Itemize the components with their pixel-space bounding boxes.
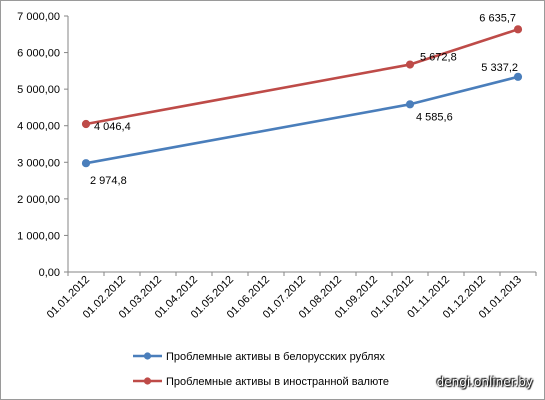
series-line — [85, 28, 519, 126]
legend-entry: Проблемные активы в иностранной валюте — [166, 376, 389, 388]
legend-marker — [143, 352, 152, 360]
series-line — [85, 75, 519, 165]
x-axis-ticks: 01.01.201201.02.201201.03.201201.04.2012… — [45, 272, 537, 321]
chart-axes — [67, 16, 536, 273]
y-tick-label: 4 000,00 — [17, 121, 60, 133]
legend-marker — [143, 377, 152, 385]
data-label: 4 585,6 — [416, 111, 453, 123]
y-axis-ticks: 0,00 1 000,00 2 000,00 3 000,00 4 000,00 5 00… — [17, 11, 68, 279]
data-point — [81, 159, 91, 168]
data-labels: 2 974,8 4 585,6 5 337,2 4 046,4 5 672,8 6 635… — [90, 12, 518, 187]
y-tick-label: 1 000,00 — [17, 230, 60, 242]
data-label: 4 046,4 — [94, 121, 131, 133]
legend-entry: Проблемные активы в белорусских рублях — [166, 351, 385, 363]
watermark-text: dengi.onliner.by — [436, 375, 533, 389]
data-point — [405, 60, 415, 69]
series-lines — [85, 28, 519, 165]
data-point — [513, 25, 523, 34]
data-point — [513, 72, 523, 81]
data-point — [405, 100, 415, 109]
y-tick-label: 7 000,00 — [17, 11, 60, 23]
data-label: 2 974,8 — [90, 175, 127, 187]
chart-legend: Проблемные активы в белорусских рублях Пр… — [133, 351, 389, 388]
y-tick-label: 5 000,00 — [17, 84, 60, 96]
data-point — [81, 119, 91, 129]
y-tick-label: 6 000,00 — [17, 48, 60, 60]
series-points — [81, 25, 523, 168]
data-label: 5 337,2 — [481, 62, 518, 74]
data-label: 6 635,7 — [479, 12, 516, 24]
y-tick-label: 3 000,00 — [17, 157, 60, 169]
y-tick-label: 2 000,00 — [17, 194, 60, 206]
y-tick-label: 0,00 — [39, 267, 60, 279]
data-label: 5 672,8 — [420, 52, 457, 64]
